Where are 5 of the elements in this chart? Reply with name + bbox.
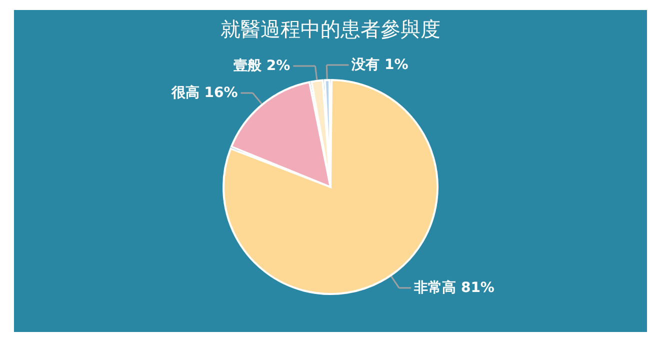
slice-label: 非常高 81% — [413, 278, 494, 296]
slice-label: 壹般 2% — [234, 58, 290, 74]
chart-title: 就醫過程中的患者參與度 — [220, 17, 440, 41]
slice-label: 很高 16% — [170, 84, 238, 101]
slice-label: 没有 1% — [350, 57, 408, 74]
